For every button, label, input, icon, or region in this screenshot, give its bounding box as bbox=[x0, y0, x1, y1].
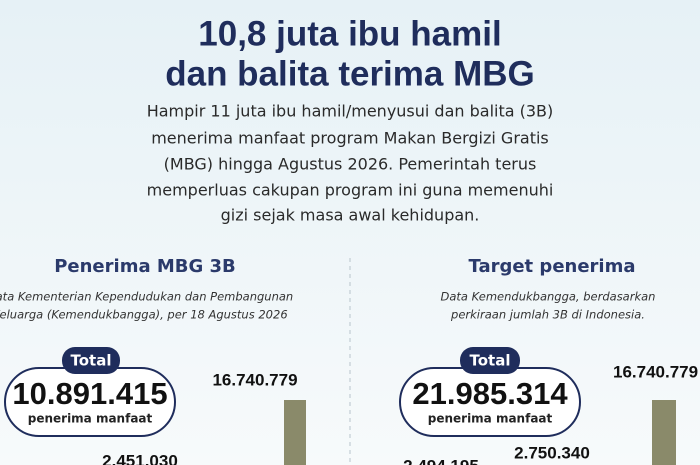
panel-source: Keluarga (Kemendukbangga), per 18 Agustu… bbox=[0, 308, 288, 322]
intro-line: memperluas cakupan program ini guna meme… bbox=[147, 181, 554, 200]
total-value: 21.985.314 bbox=[412, 376, 568, 411]
figure-value: 16.740.779 bbox=[212, 370, 297, 389]
intro-line: (MBG) hingga Agustus 2026. Pemerintah te… bbox=[164, 155, 537, 174]
figure-value: 16.740.779 bbox=[613, 362, 698, 381]
figure-value: 2.750.340 bbox=[514, 443, 590, 462]
panel-source: Data Kemendukbangga, berdasarkan bbox=[441, 290, 656, 304]
bar bbox=[284, 400, 306, 465]
title: 10,8 juta ibu hamil bbox=[198, 14, 501, 53]
title: dan balita terima MBG bbox=[165, 54, 535, 93]
figure-value: 2.494.195 bbox=[403, 456, 479, 465]
intro-line: Hampir 11 juta ibu hamil/menyusui dan ba… bbox=[147, 102, 554, 121]
intro-line: gizi sejak masa awal kehidupan. bbox=[221, 206, 480, 225]
panel-source: perkiraan jumlah 3B di Indonesia. bbox=[450, 308, 645, 322]
total-unit: penerima manfaat bbox=[428, 412, 553, 426]
figure-value: 2.451.030 bbox=[102, 451, 178, 465]
total-pill bbox=[460, 347, 520, 374]
total-label: Total bbox=[470, 352, 511, 370]
bar bbox=[652, 400, 676, 465]
intro-line: menerima manfaat program Makan Bergizi G… bbox=[151, 129, 549, 148]
panel-heading: Penerima MBG 3B bbox=[54, 256, 236, 277]
total-value: 10.891.415 bbox=[12, 376, 167, 411]
total-pill bbox=[62, 347, 120, 374]
panel-source: Data Kementerian Kependudukan dan Pemban… bbox=[0, 290, 293, 304]
total-label: Total bbox=[71, 352, 112, 370]
panel-heading: Target penerima bbox=[468, 256, 635, 277]
total-unit: penerima manfaat bbox=[28, 412, 153, 426]
